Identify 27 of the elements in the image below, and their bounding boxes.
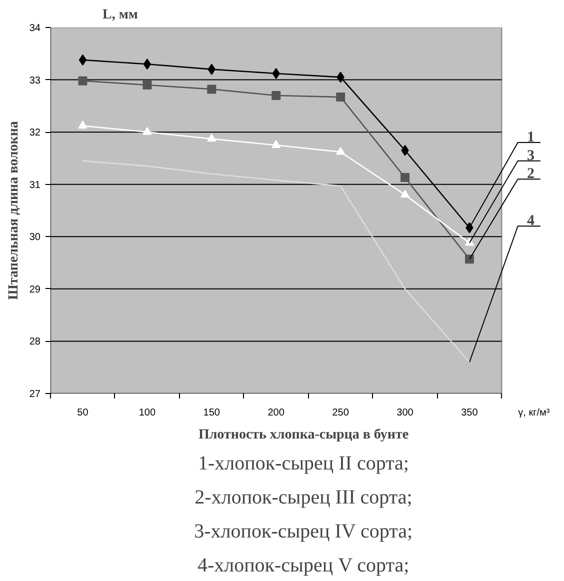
x-tick-label: 250 [332,408,350,418]
text: L, мм [102,8,138,22]
text: γ, кг/м³ [518,408,550,418]
y-tick-label: 27 [29,389,41,400]
y-axis-title: Штапельная длина волокна [6,121,22,300]
annotation: 2 [526,166,534,182]
x-tick-label: 200 [268,408,285,418]
y-tick-label: 34 [29,23,41,34]
annotation: 3 [526,148,534,164]
text: 4-хлопок-сырец V сорта; [197,554,410,576]
annotation: 1 [526,130,534,146]
text: 1-хлопок-сырец II сорта; [198,452,409,474]
y-tick-label: 31 [29,180,41,191]
x-tick-label: 150 [203,408,220,418]
x-tick-label: 100 [138,408,156,418]
y-tick-label: 28 [29,336,41,348]
y-tick-label: 32 [29,128,41,139]
x-axis-title: Плотность хлопка-сырца в бунте [198,428,409,442]
annotation: 4 [526,213,535,230]
x-tick-label: 350 [461,408,478,418]
y-tick-label: 33 [29,75,41,86]
y-tick-label: 29 [29,284,41,296]
text: 3-хлопок-сырец IV сорта; [194,520,413,542]
x-tick-label: 300 [396,408,414,418]
y-tick-label: 30 [29,232,41,244]
x-tick-label: 50 [77,408,89,418]
text: 2-хлопок-сырец III сорта; [194,486,412,508]
